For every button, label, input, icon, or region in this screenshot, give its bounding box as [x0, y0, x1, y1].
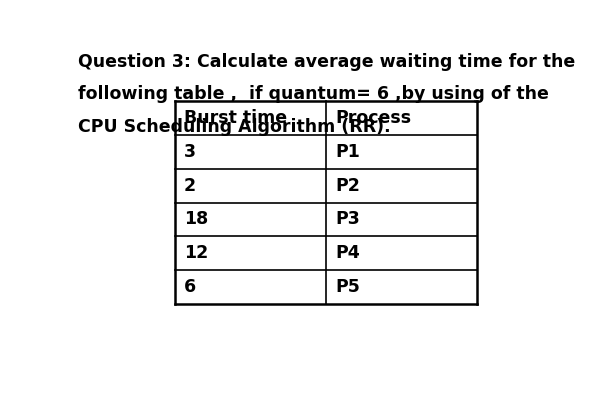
Text: 12: 12 — [184, 245, 208, 262]
Text: Question 3: Calculate average waiting time for the: Question 3: Calculate average waiting ti… — [79, 53, 576, 71]
Text: P1: P1 — [335, 143, 360, 160]
Text: 3: 3 — [184, 143, 196, 160]
Text: CPU Scheduling Algorithm (RR).: CPU Scheduling Algorithm (RR). — [79, 117, 391, 136]
Text: 6: 6 — [184, 278, 196, 296]
Text: Process: Process — [335, 109, 411, 127]
Text: following table ,  if quantum= 6 ,by using of the: following table , if quantum= 6 ,by usin… — [79, 85, 549, 103]
Text: 2: 2 — [184, 176, 196, 194]
Text: P4: P4 — [335, 245, 360, 262]
Text: P3: P3 — [335, 211, 360, 229]
Text: P2: P2 — [335, 176, 360, 194]
Text: Burst time: Burst time — [184, 109, 287, 127]
Text: 18: 18 — [184, 211, 208, 229]
Text: P5: P5 — [335, 278, 360, 296]
